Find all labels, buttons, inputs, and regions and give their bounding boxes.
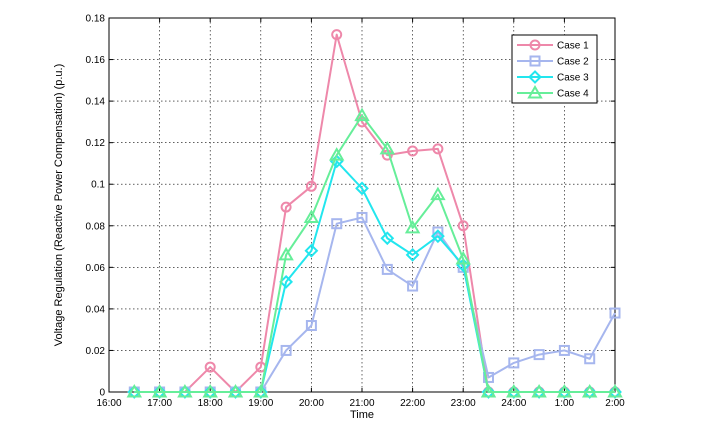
x-tick-label: 24:00 [501,398,526,409]
y-tick-label: 0.06 [86,263,106,274]
data-point [253,383,269,398]
y-tick-label: 0.18 [86,14,106,25]
x-tick-label: 1:00 [555,398,575,409]
data-point [354,107,370,122]
data-point [558,344,570,356]
x-tick-label: 16:00 [96,398,121,409]
data-point [151,383,168,398]
data-point [328,147,345,161]
legend-label: Case 1 [557,41,589,52]
legend-marker [527,84,543,99]
data-point [531,383,547,398]
series-case-4 [126,107,623,398]
legend-box [511,34,598,104]
y-tick-label: 0.1 [91,180,105,191]
axis-ticks: 16:00 17:00 18:00 19:00 20:00 21:00 22:00 23:00… [86,14,626,410]
data-point [407,280,419,292]
x-tick-label: 22:00 [400,398,425,409]
data-point [405,247,420,262]
data-point [381,263,393,275]
data-point [556,383,573,398]
data-point [480,383,497,398]
data-point [305,180,317,192]
data-point [407,145,419,157]
series-case-2 [128,211,621,398]
legend: Case 1 Case 2 Case 3 Case 4 [511,34,598,104]
data-point [380,231,395,246]
data-point [356,211,368,223]
y-tick-label: 0 [99,388,105,399]
data-point [584,353,596,365]
data-point [430,186,446,201]
data-point [204,361,216,373]
legend-marker [529,39,541,51]
data-point [303,209,320,223]
legend-marker [529,55,541,67]
data-point [506,383,522,398]
data-point [280,201,292,213]
data-point [355,181,369,196]
x-tick-label: 2:00 [605,398,625,409]
data-point [331,29,343,41]
data-point [430,229,445,244]
data-point [305,320,317,332]
data-point [607,383,623,398]
data-point [379,140,396,155]
data-point [202,383,218,398]
data-point [278,246,294,261]
data-point [227,383,244,398]
y-tick-label: 0.08 [86,221,106,232]
legend-label: Case 3 [557,73,589,84]
data-point [457,220,469,232]
legend-label: Case 2 [557,57,589,68]
data-point [581,383,598,398]
data-point [404,219,421,234]
data-point [455,251,471,265]
data-point [126,383,143,398]
data-point [533,349,545,361]
x-tick-label: 20:00 [299,398,324,409]
x-tick-label: 18:00 [198,398,223,409]
series-layer [126,29,623,399]
y-axis-label: Voltage Regulation (Reactive Power Compe… [53,64,65,346]
x-tick-label: 17:00 [147,398,172,409]
y-tick-label: 0.04 [86,304,106,315]
data-point [177,383,193,398]
x-tick-label: 23:00 [451,398,476,409]
series-case-3 [127,154,622,399]
legend-label: Case 4 [557,89,589,100]
y-tick-label: 0.16 [86,55,106,66]
data-point [609,307,621,319]
y-tick-label: 0.12 [86,138,106,149]
x-tick-label: 19:00 [248,398,273,409]
x-tick-label: 21:00 [349,398,374,409]
y-tick-label: 0.02 [86,346,106,357]
x-axis-label: Time [350,409,374,421]
data-point [280,344,292,356]
legend-marker [528,70,542,84]
y-tick-label: 0.14 [86,97,106,108]
data-point [508,357,520,369]
data-point [483,371,494,383]
data-point [304,243,319,258]
data-point [432,143,444,155]
data-point [331,218,343,230]
